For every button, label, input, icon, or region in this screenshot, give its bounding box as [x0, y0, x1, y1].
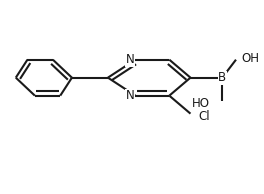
Text: OH: OH: [241, 52, 259, 65]
Text: Cl: Cl: [199, 110, 210, 123]
Text: N: N: [126, 53, 134, 66]
Text: B: B: [218, 71, 226, 84]
Text: N: N: [126, 89, 134, 102]
Text: HO: HO: [192, 97, 210, 110]
Text: OH: OH: [240, 52, 258, 65]
